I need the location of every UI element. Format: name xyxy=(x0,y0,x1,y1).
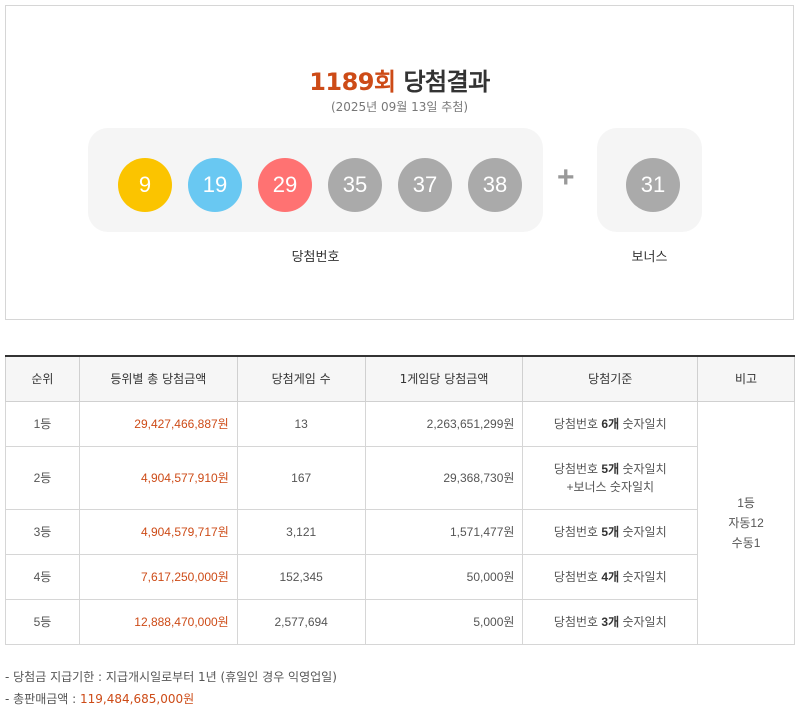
table-header-row: 순위 등위별 총 당첨금액 당첨게임 수 1게임당 당첨금액 당첨기준 비고 xyxy=(5,355,795,402)
winning-ball-5: 37 xyxy=(398,158,452,212)
header-winner-count: 당첨게임 수 xyxy=(236,355,366,402)
prize-table: 순위 등위별 총 당첨금액 당첨게임 수 1게임당 당첨금액 당첨기준 비고 1… xyxy=(5,355,795,645)
total-sales-label: - 총판매금액 : xyxy=(5,692,81,706)
header-total-prize: 등위별 총 당첨금액 xyxy=(78,355,238,402)
rank-cell: 3등 xyxy=(5,508,80,555)
remark-line: 1등 xyxy=(737,495,755,510)
table-row: 3등 4,904,579,717원 3,121 1,571,477원 당첨번호 … xyxy=(5,508,795,555)
criteria-cell: 당첨번호 6개 숫자일치 xyxy=(522,400,699,447)
winning-numbers-label: 당첨번호 xyxy=(291,250,340,265)
header-remark: 비고 xyxy=(697,355,795,402)
header-criteria: 당첨기준 xyxy=(522,355,699,402)
total-prize-cell: 12,888,470,000원 xyxy=(78,598,238,645)
criteria-cell: 당첨번호 3개 숫자일치 xyxy=(522,598,699,645)
total-prize-cell: 7,617,250,000원 xyxy=(78,553,238,600)
criteria-cell: 당첨번호 5개 숫자일치 +보너스 숫자일치 xyxy=(522,445,699,510)
total-prize-cell: 29,427,466,887원 xyxy=(78,400,238,447)
prize-per-game-cell: 1,571,477원 xyxy=(364,508,524,555)
bonus-ball: 31 xyxy=(626,158,680,212)
winning-ball-4: 35 xyxy=(328,158,382,212)
plus-icon: + xyxy=(557,161,575,194)
result-title: 1189회 당첨결과 xyxy=(6,62,793,97)
winner-count-cell: 152,345 xyxy=(236,553,366,600)
table-row: 4등 7,617,250,000원 152,345 50,000원 당첨번호 4… xyxy=(5,553,795,600)
rank-cell: 1등 xyxy=(5,400,80,447)
rank-cell: 2등 xyxy=(5,445,80,510)
prize-per-game-cell: 2,263,651,299원 xyxy=(364,400,524,447)
header-rank: 순위 xyxy=(5,355,80,402)
draw-date: (2025년 09월 13일 추첨) xyxy=(330,100,469,114)
winning-ball-1: 9 xyxy=(118,158,172,212)
remark-line: 수동1 xyxy=(731,535,761,550)
winner-count-cell: 13 xyxy=(236,400,366,447)
header-prize-per-game: 1게임당 당첨금액 xyxy=(364,355,524,402)
winning-ball-3: 29 xyxy=(258,158,312,212)
rank-cell: 5등 xyxy=(5,598,80,645)
table-row: 1등 29,427,466,887원 13 2,263,651,299원 당첨번… xyxy=(5,400,795,645)
winning-ball-6: 38 xyxy=(468,158,522,212)
total-sales-note: - 총판매금액 : 119,484,685,000원 xyxy=(5,690,337,712)
result-title-text: 당첨결과 xyxy=(403,68,490,96)
payment-deadline-note: - 당첨금 지급기한 : 지급개시일로부터 1년 (휴일인 경우 익영업일) xyxy=(5,670,337,684)
bonus-number-label: 보너스 xyxy=(631,250,668,265)
criteria-cell: 당첨번호 5개 숫자일치 xyxy=(522,508,699,555)
prize-per-game-cell: 50,000원 xyxy=(364,553,524,600)
total-prize-cell: 4,904,577,910원 xyxy=(78,445,238,510)
remark-cell: 1등 자동12 수동1 xyxy=(697,400,795,645)
prize-per-game-cell: 5,000원 xyxy=(364,598,524,645)
table-row: 5등 12,888,470,000원 2,577,694 5,000원 당첨번호… xyxy=(5,598,795,645)
winner-count-cell: 167 xyxy=(236,445,366,510)
notes-section: - 당첨금 지급기한 : 지급개시일로부터 1년 (휴일인 경우 익영업일) -… xyxy=(5,668,337,712)
winner-count-cell: 2,577,694 xyxy=(236,598,366,645)
total-prize-cell: 4,904,579,717원 xyxy=(78,508,238,555)
round-number: 1189회 xyxy=(309,68,396,96)
remark-line: 자동12 xyxy=(728,515,764,530)
winner-count-cell: 3,121 xyxy=(236,508,366,555)
prize-per-game-cell: 29,368,730원 xyxy=(364,445,524,510)
criteria-cell: 당첨번호 4개 숫자일치 xyxy=(522,553,699,600)
total-sales-amount: 119,484,685,000원 xyxy=(80,692,195,706)
rank-cell: 4등 xyxy=(5,553,80,600)
table-row: 2등 4,904,577,910원 167 29,368,730원 당첨번호 5… xyxy=(5,445,795,510)
winning-ball-2: 19 xyxy=(188,158,242,212)
